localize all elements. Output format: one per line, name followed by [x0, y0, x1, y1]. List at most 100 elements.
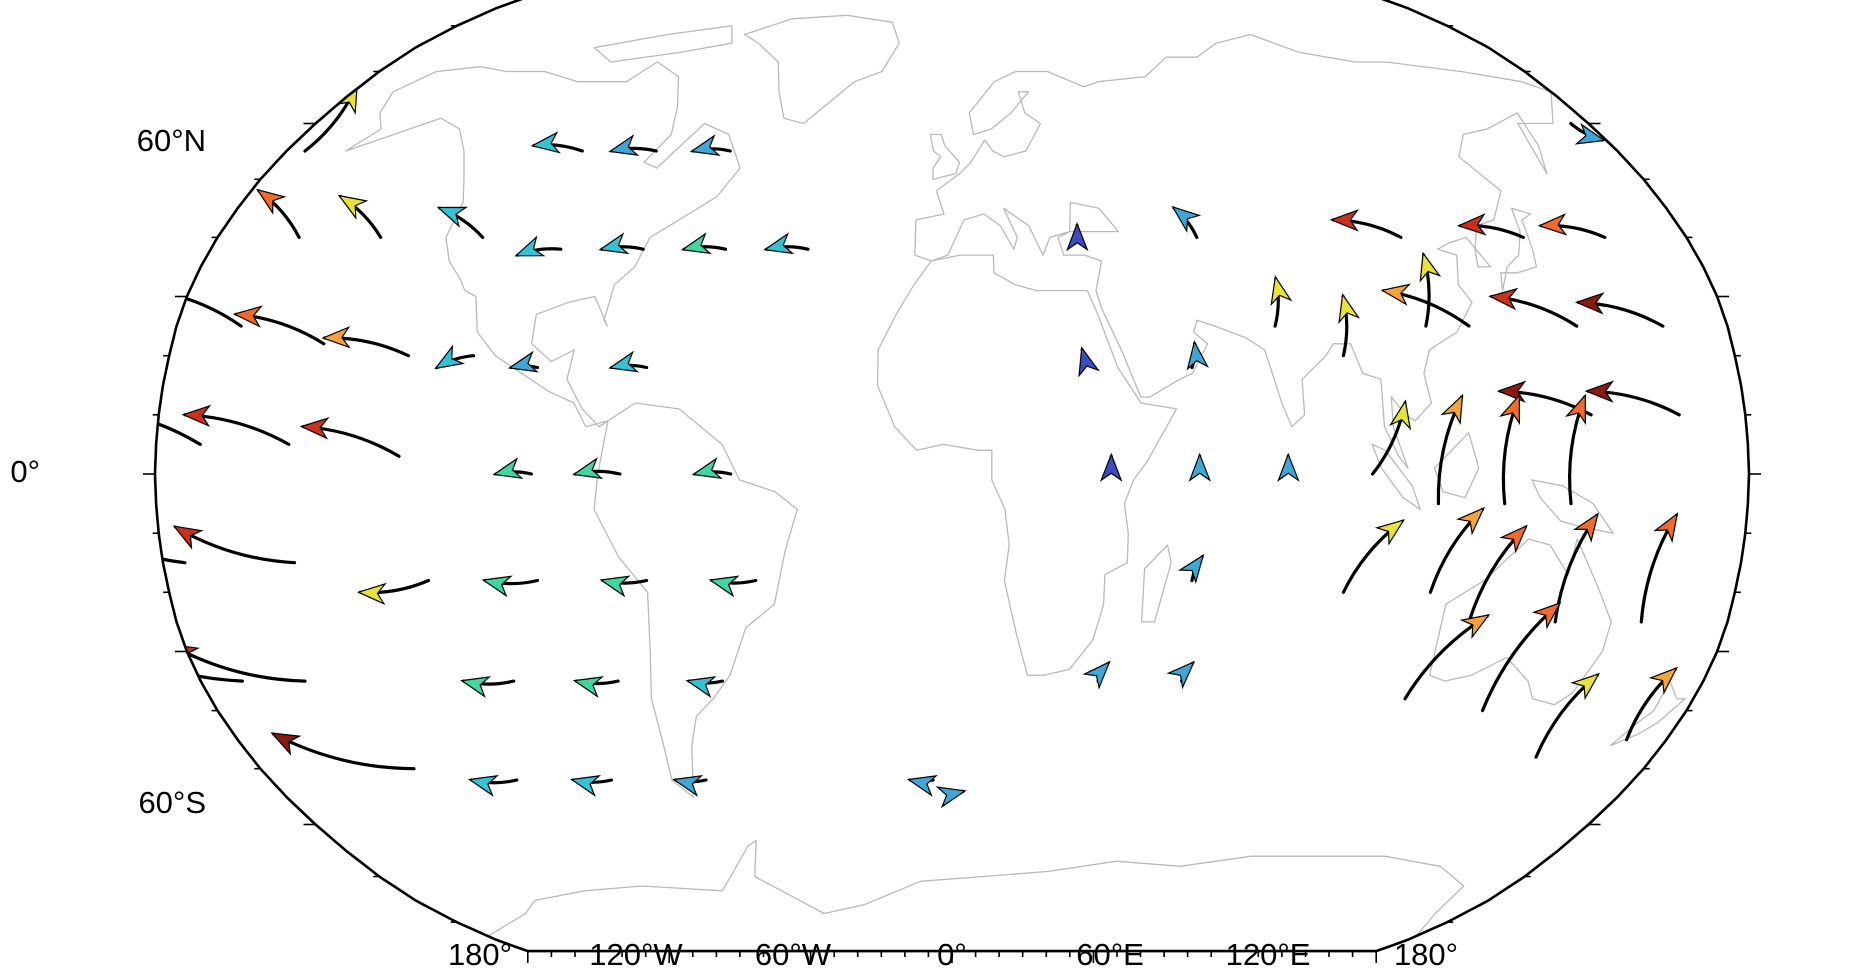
vector-head: [1459, 614, 1491, 640]
coastline-greenland: [743, 14, 900, 125]
vector-arrow: [1371, 399, 1412, 476]
lon-label-60e: 60°E: [1076, 937, 1144, 972]
vector-head: [460, 676, 492, 699]
vector-arrow: [460, 676, 516, 699]
vector-arrow: [1639, 512, 1679, 624]
vector-arrow: [1099, 452, 1123, 482]
vector-head: [434, 344, 465, 370]
vector-head: [935, 786, 967, 809]
vector-head: [321, 325, 351, 349]
vector-head: [1653, 512, 1679, 544]
vector-head: [1066, 222, 1089, 252]
vector-arrow: [1186, 340, 1209, 371]
lon-label-120e: 120°E: [1226, 937, 1311, 972]
lon-label-60w: 60°W: [755, 937, 832, 972]
vector-arrow: [1574, 292, 1665, 328]
vector-arrow: [1428, 506, 1485, 594]
vector-arrow: [481, 575, 540, 598]
vector-arrow: [1270, 275, 1293, 328]
vector-head: [689, 134, 721, 156]
vector-head: [1188, 452, 1212, 482]
vector-arrow: [232, 305, 326, 346]
vector-head: [763, 232, 795, 255]
vector-head: [1572, 512, 1599, 543]
vector-head: [1570, 672, 1600, 701]
vector-arrow: [155, 638, 244, 683]
vector-arrow: [598, 232, 645, 255]
coastline-eurasia: [914, 33, 1554, 469]
vector-arrow: [1341, 519, 1406, 594]
vector-head: [1574, 122, 1606, 145]
vector-head: [569, 775, 602, 797]
vector-arrow: [1467, 524, 1528, 624]
vector-arrow: [168, 643, 307, 683]
vector-arrow: [1066, 222, 1089, 252]
vector-head: [54, 514, 81, 537]
vector-head: [1456, 506, 1485, 536]
vector-arrow: [436, 206, 485, 239]
vector-arrow: [1569, 121, 1606, 145]
vector-head: [181, 404, 212, 428]
vector-head: [1380, 283, 1412, 306]
vector-arrow: [1436, 393, 1464, 506]
vector-head: [1488, 287, 1519, 311]
vector-head: [608, 134, 640, 156]
vector-arrow: [467, 775, 519, 797]
vector-head: [335, 83, 358, 115]
vector-arrow: [492, 457, 533, 479]
vector-arrow: [1171, 205, 1202, 239]
vector-head: [685, 676, 717, 699]
vector-arrow: [680, 232, 728, 255]
vector-arrow: [1403, 614, 1491, 701]
vector-arrow: [1166, 660, 1196, 690]
vector-head: [1166, 660, 1196, 690]
coastline-japan: [1500, 207, 1538, 292]
vector-arrow: [530, 131, 584, 154]
vector-head: [1564, 393, 1587, 426]
vector-arrow: [935, 786, 967, 809]
lon-label-180e: 180°: [1394, 937, 1458, 972]
vector-arrow: [1480, 601, 1562, 713]
vector-arrow: [708, 575, 758, 598]
vector-head: [507, 350, 539, 373]
coastline-borneo: [1433, 431, 1480, 499]
vector-head: [530, 131, 561, 154]
vector-arrow: [321, 325, 410, 358]
vector-head: [1171, 205, 1202, 234]
vector-arrow: [1488, 287, 1579, 328]
vector-arrow: [1082, 660, 1111, 690]
vector-arrow: [1329, 209, 1403, 239]
vector-head: [608, 350, 640, 373]
vector-head: [906, 775, 938, 797]
vector-head: [1648, 666, 1678, 695]
vector-arrow: [572, 457, 622, 479]
vector-head: [87, 401, 114, 421]
vector-arrow: [608, 350, 649, 373]
vector-field: [54, 83, 1681, 809]
vector-arrow: [1338, 292, 1361, 358]
vector-arrow: [1534, 672, 1600, 759]
vector-head: [299, 417, 330, 440]
coastline-new-zealand: [1609, 680, 1686, 747]
vector-arrow: [172, 525, 297, 565]
vector-arrow: [337, 194, 383, 239]
lat-label-60n: 60°N: [137, 123, 206, 158]
vector-head: [1574, 292, 1605, 315]
vector-head: [172, 525, 204, 550]
vector-head: [481, 575, 513, 598]
vector-head: [1082, 660, 1111, 690]
vector-arrow: [1078, 346, 1100, 378]
vector-arrow: [599, 575, 649, 598]
vector-head: [256, 188, 287, 215]
vector-head: [1338, 292, 1361, 325]
vector-head: [492, 457, 524, 479]
vector-arrow: [1499, 393, 1521, 506]
vector-head: [1329, 209, 1360, 232]
vector-head: [708, 575, 740, 598]
vector-head: [1389, 399, 1412, 431]
vector-arrow: [514, 235, 563, 257]
vector-arrow: [434, 344, 476, 370]
vector-head: [436, 206, 469, 228]
vector-head: [691, 457, 723, 479]
vector-shaft: [155, 513, 187, 565]
